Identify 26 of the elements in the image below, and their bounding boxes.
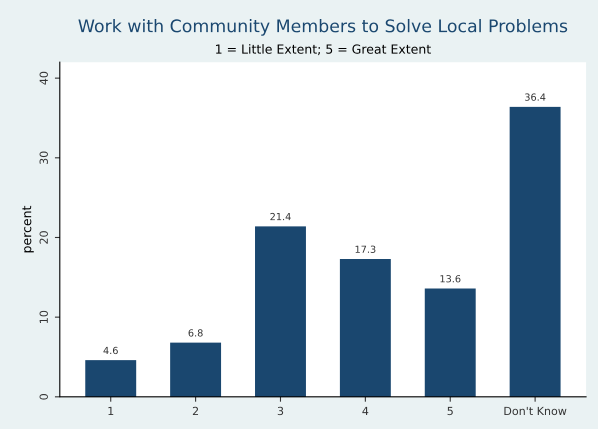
y-tick-label: 10 (40, 310, 48, 324)
y-tick-label: 40 (40, 72, 48, 85)
bar (255, 226, 306, 397)
y-axis-title: percent (22, 206, 34, 252)
data-label: 13.6 (440, 275, 460, 282)
bar (424, 288, 476, 397)
chart-subtitle: 1 = Little Extent; 5 = Great Extent (216, 44, 431, 56)
data-label: 36.4 (525, 93, 546, 101)
data-label: 6.8 (188, 329, 203, 337)
x-tick-label: 2 (192, 406, 198, 415)
x-tick-label: 3 (278, 406, 284, 416)
bar (510, 106, 561, 397)
bar (170, 342, 222, 397)
chart-title: Work with Community Members to Solve Local Problems (78, 18, 568, 36)
data-label: 17.3 (356, 246, 376, 253)
x-tick-label: Don't Know (504, 406, 566, 416)
data-label: 21.4 (270, 212, 291, 220)
x-tick-label: 5 (448, 406, 453, 416)
bar (340, 258, 391, 397)
data-label: 4.6 (103, 346, 118, 354)
y-tick-label: 20 (40, 231, 48, 244)
bar (85, 360, 136, 397)
x-tick-label: 1 (108, 406, 114, 415)
y-tick-label: 0 (40, 394, 48, 400)
x-tick-label: 4 (362, 406, 368, 415)
y-tick-label: 30 (40, 151, 48, 164)
